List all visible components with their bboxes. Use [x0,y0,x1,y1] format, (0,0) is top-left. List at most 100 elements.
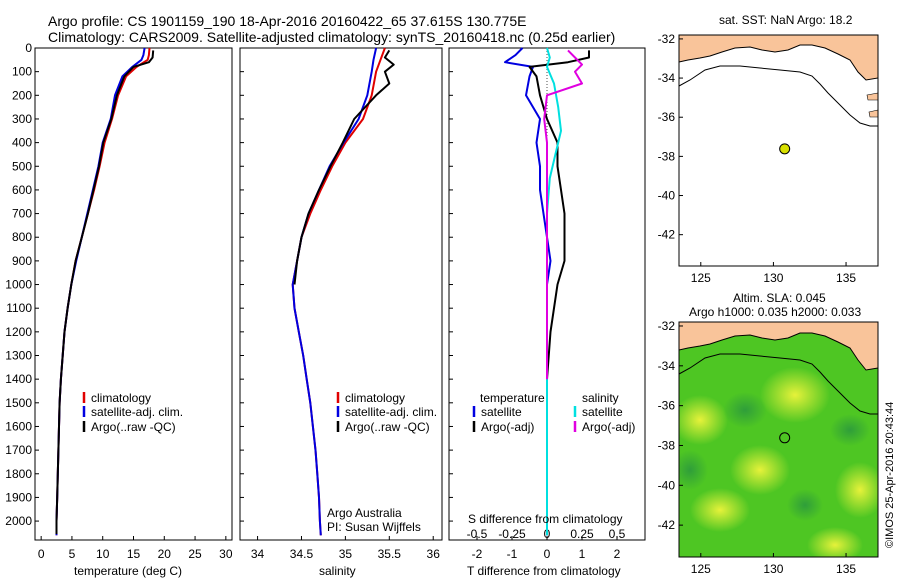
legend-label-s-argo: Argo(-adj) [582,420,635,434]
x-tick-label: 0 [544,547,551,561]
land-mass [678,34,879,81]
depth-tick-label: 1100 [6,301,32,315]
x-tick-label: 34.5 [290,547,314,561]
shelf-contour-line [679,353,878,415]
salinity-series [291,47,395,536]
sla-low-blob [723,392,767,428]
series-line-argo-adj [543,49,583,380]
temperature-legend: climatology satellite-adj. clim. Argo(..… [82,391,183,434]
depth-tick-label: 2000 [5,514,32,528]
lon-tick-label: 135 [836,562,856,576]
figure-title-line2: Climatology: CARS2009. Satellite-adjuste… [48,29,615,45]
sla-high-blob [690,488,750,532]
salinity-panel: 34 34.5 35 35.5 36 salinity climatology sate… [239,47,443,578]
s-difference-axis-label: S difference from climatology [468,512,623,526]
sla-high-blob [679,395,728,445]
s-tick-label: -0.25 [498,527,526,541]
sla-low-blob [679,450,708,490]
depth-tick-label: 1700 [5,443,32,457]
series-line-argo-raw-qc [55,50,155,535]
series-line-climatology [291,47,386,536]
legend-label-argo: Argo(..raw -QC) [345,420,430,434]
t-difference-axis-ticks: -2 -1 0 1 2 [472,536,621,561]
x-tick-label: 36 [427,547,441,561]
sst-map-panel: sat. SST: NaN Argo: 18.2 125 130 135 -32 -34… [658,13,879,285]
sla-high-blob [807,527,863,557]
x-tick-label: 10 [96,547,110,561]
series-line-argo-raw-qc [293,49,395,285]
x-tick-label: 0 [38,547,45,561]
depth-axis-ticks: 0 100 200 300 400 500 600 700 800 900 1000 1100 1200… [5,41,39,528]
depth-tick-label: 800 [12,230,32,244]
temperature-axes-frame [34,47,233,541]
lat-tick-label: -38 [658,438,676,452]
argo-float-marker[interactable] [779,143,791,155]
depth-tick-label: 1900 [5,490,32,504]
difference-depth-ticks [449,47,453,522]
depth-tick-label: 500 [12,159,32,173]
x-tick-label: 5 [69,547,76,561]
series-line-argo-adj [528,50,590,535]
t-difference-axis-label: T difference from climatology [467,564,621,578]
land-mass [679,322,878,371]
temperature-axis-label: temperature (deg C) [74,564,182,578]
lat-tick-label: -38 [658,149,676,163]
sst-map-background [679,35,878,266]
lon-tick-label: 130 [763,271,783,285]
depth-tick-label: 0 [25,41,32,55]
temperature-axis-ticks: 0 5 10 15 20 25 30 [38,536,233,561]
x-tick-label: 25 [188,547,202,561]
legend-label-climatology: climatology [91,391,151,405]
credit-institution: Argo Australia [327,506,402,520]
depth-tick-label: 400 [12,136,32,150]
lat-tick-label: -32 [658,319,676,333]
depth-tick-label: 100 [12,65,32,79]
depth-tick-label: 900 [12,254,32,268]
salinity-legend: climatology satellite-adj. clim. Argo(..… [336,391,437,434]
x-tick-label: 15 [127,547,141,561]
series-line-satellite-adj-clim [291,47,378,536]
depth-tick-label: 1300 [5,349,32,363]
legend-label-satellite-adj: satellite-adj. clim. [345,405,437,419]
sla-map-frame [678,321,879,558]
lat-tick-label: -34 [658,359,676,373]
legend-label-s-satellite: satellite [582,405,623,419]
lat-tick-label: -42 [658,518,676,532]
series-line-satellite [546,47,562,536]
shelf-contour-line [678,65,878,127]
depth-tick-label: 700 [12,207,32,221]
x-tick-label: 20 [158,547,172,561]
sla-map-ticks: 125 130 135 -32 -34 -36 -38 -40 -42 [658,319,857,576]
legend-label-climatology: climatology [345,391,405,405]
salinity-axes-frame [239,47,443,541]
legend-label-satellite-adj: satellite-adj. clim. [91,405,183,419]
legend-label-t-satellite: satellite [481,405,522,419]
lat-tick-label: -34 [658,71,676,85]
lon-tick-label: 135 [836,271,856,285]
sst-map-ticks: 125 130 135 -32 -34 -36 -38 -40 -42 [658,32,857,285]
s-tick-label: 0.25 [570,527,594,541]
x-tick-label: 30 [219,547,233,561]
legend-label-argo: Argo(..raw -QC) [91,420,176,434]
sst-map-frame [678,34,879,267]
legend-label-t-argo: Argo(-adj) [481,420,534,434]
x-tick-label: 35.5 [378,547,402,561]
s-tick-label: 0.5 [609,527,626,541]
sla-field [679,322,878,557]
lat-tick-label: -36 [658,110,676,124]
difference-panel: -2 -1 0 1 2 -0.5 -0.25 0 0.25 0.5 S difference f… [448,47,646,578]
sla-map-title-line2: Argo h1000: 0.035 h2000: 0.033 [689,305,861,319]
depth-tick-label: 1500 [5,396,32,410]
depth-tick-label: 200 [12,88,32,102]
credit-pi: PI: Susan Wijffels [327,520,421,534]
sla-low-blob [787,489,823,521]
argo-float-marker[interactable] [779,432,791,444]
lat-tick-label: -40 [658,478,676,492]
depth-tick-label: 1400 [5,372,32,386]
lat-tick-label: -32 [658,32,676,46]
s-tick-label: -0.5 [467,527,488,541]
x-tick-label: 1 [579,547,586,561]
depth-tick-label: 300 [12,112,32,126]
sla-map-panel: Altim. SLA: 0.045 Argo h1000: 0.035 h200… [658,291,879,576]
sst-map-title: sat. SST: NaN Argo: 18.2 [719,13,853,27]
